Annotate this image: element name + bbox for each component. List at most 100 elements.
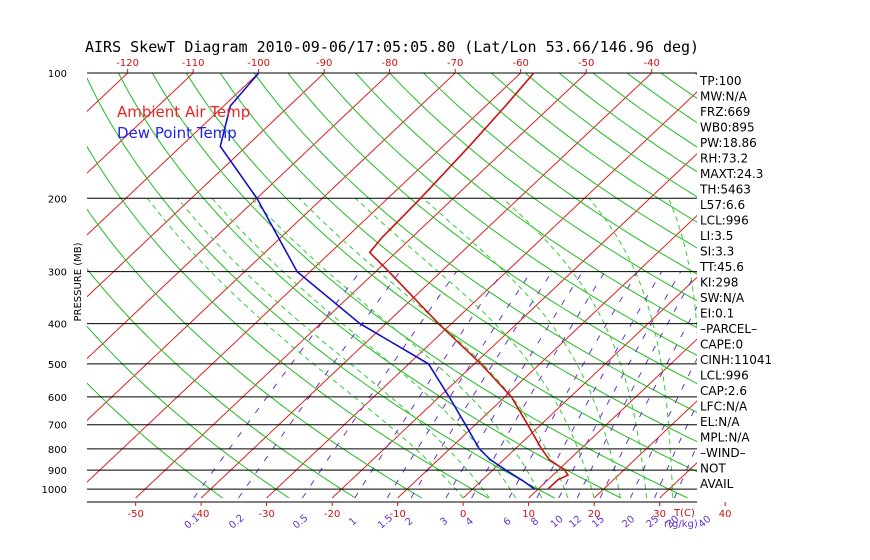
dry-adiabat-line bbox=[185, 73, 697, 473]
isotherm-line bbox=[87, 73, 456, 422]
profile-lines bbox=[219, 73, 570, 490]
mixing-ratio-line bbox=[471, 271, 606, 499]
mixing-ratio-line bbox=[193, 271, 361, 499]
dry-adiabat-line bbox=[253, 73, 697, 413]
pressure-tick-label: 300 bbox=[48, 268, 67, 279]
isotherm-line bbox=[87, 73, 129, 113]
mixing-ratio-tick-label: 20 bbox=[620, 514, 637, 531]
top-temp-tick-label: -100 bbox=[247, 58, 270, 69]
dry-adiabat-line bbox=[389, 73, 697, 302]
dry-adiabat-line bbox=[457, 73, 697, 249]
dry-adiabat-line bbox=[87, 382, 223, 499]
isotherm-line bbox=[331, 153, 697, 499]
bottom-temp-tick-label: 20 bbox=[588, 509, 601, 520]
mixing-ratio-tick-label: 0.5 bbox=[291, 513, 310, 532]
mixing-ratio-line bbox=[238, 271, 401, 499]
mixing-ratio-tick-label: 12 bbox=[567, 514, 584, 531]
mixing-ratio-line bbox=[386, 271, 532, 499]
top-temp-tick-label: -70 bbox=[447, 58, 463, 69]
index-label: MPL:N/A bbox=[700, 431, 750, 445]
isotherm-line bbox=[266, 91, 697, 499]
index-label: MAXT:24.3 bbox=[700, 167, 763, 181]
legend-dew-point-temp: Dew Point Temp bbox=[117, 124, 237, 142]
pressure-tick-label: 400 bbox=[48, 320, 67, 331]
index-label: TP:100 bbox=[699, 74, 742, 88]
pressure-tick-label: 900 bbox=[48, 466, 67, 477]
mixing-ratio-tick-label: 40 bbox=[697, 514, 714, 531]
legend: Ambient Air Temp Dew Point Temp bbox=[117, 103, 250, 142]
index-label: TH:5463 bbox=[699, 183, 751, 197]
mixing-ratio-tick-label: 2 bbox=[404, 516, 416, 529]
mixing-ratio-unit-label: r(g/kg) bbox=[664, 519, 698, 530]
index-label: AVAIL bbox=[700, 477, 734, 491]
dry-adiabat-line bbox=[321, 73, 697, 356]
pressure-tick-label: 1000 bbox=[42, 485, 67, 496]
pressure-tick-label: 800 bbox=[48, 445, 67, 456]
mixing-ratio-line bbox=[508, 271, 639, 499]
pressure-tick-label: 500 bbox=[48, 360, 67, 371]
bottom-temp-tick-label: -30 bbox=[258, 509, 274, 520]
dry-adiabat-line bbox=[423, 73, 697, 275]
moist-adiabat-line bbox=[177, 197, 490, 499]
index-label: SI:3.3 bbox=[700, 245, 734, 259]
index-label: PW:18.86 bbox=[700, 136, 757, 150]
isotherm-line bbox=[856, 73, 870, 498]
dry-adiabat-line bbox=[87, 77, 555, 499]
index-label: WB0:895 bbox=[700, 121, 755, 135]
index-label: NOT bbox=[700, 462, 726, 476]
isotherm-line bbox=[87, 73, 325, 298]
mixing-ratio-tick-label: 8 bbox=[529, 516, 541, 529]
pressure-tick-label: 100 bbox=[48, 69, 67, 80]
moist-adiabat-line bbox=[147, 197, 464, 499]
bottom-temp-tick-label: -40 bbox=[193, 509, 209, 520]
mixing-ratio-line bbox=[536, 271, 663, 499]
top-temp-tick-label: -120 bbox=[116, 58, 139, 69]
isotherm-line bbox=[791, 73, 870, 498]
dry-adiabat-line bbox=[355, 73, 697, 329]
index-label: EL:N/A bbox=[700, 415, 740, 429]
background-lines bbox=[0, 73, 870, 499]
top-temp-tick-label: -50 bbox=[578, 58, 594, 69]
dry-adiabat-line bbox=[830, 73, 870, 498]
bottom-temp-tick-label: 30 bbox=[653, 509, 666, 520]
dry-adiabat-line bbox=[151, 73, 688, 499]
dry-adiabat-line bbox=[87, 325, 290, 499]
y-axis-label: PRESSURE (MB) bbox=[73, 242, 84, 321]
bottom-temp-tick-label: 40 bbox=[719, 509, 732, 520]
isotherm-line bbox=[659, 462, 697, 499]
top-temp-tick-label: -90 bbox=[316, 58, 332, 69]
dew-point-temp-line bbox=[219, 73, 536, 490]
index-label: –PARCEL– bbox=[700, 322, 757, 336]
dry-adiabat-line bbox=[287, 73, 697, 385]
index-label: RH:73.2 bbox=[700, 152, 748, 166]
x-axis-label: T(C) bbox=[673, 508, 695, 519]
top-temp-tick-label: -110 bbox=[182, 58, 205, 69]
dry-adiabat-line bbox=[524, 73, 697, 198]
mixing-ratio-tick-label: 10 bbox=[549, 514, 566, 531]
moist-adiabat-line bbox=[298, 197, 569, 499]
mixing-ratio-line bbox=[445, 271, 584, 499]
isobar-lines bbox=[87, 72, 697, 503]
top-temp-tick-label: -40 bbox=[643, 58, 659, 69]
index-label: MW:N/A bbox=[700, 90, 748, 104]
mixing-ratio-tick-label: 6 bbox=[502, 516, 514, 529]
index-label: LI:3.5 bbox=[700, 229, 733, 243]
index-label: KI:298 bbox=[700, 276, 738, 290]
isotherm-line bbox=[593, 400, 697, 499]
isotherm-line bbox=[0, 73, 62, 498]
ambient-air-temp-line bbox=[368, 73, 570, 490]
pressure-tick-label: 700 bbox=[48, 421, 67, 432]
moist-adiabat-line bbox=[251, 197, 543, 499]
top-temp-tick-label: -80 bbox=[381, 58, 397, 69]
mixing-ratio-line bbox=[410, 271, 553, 499]
index-label: EI:0.1 bbox=[700, 307, 734, 321]
mixing-ratio-line bbox=[354, 271, 504, 499]
mixing-ratio-line bbox=[558, 271, 682, 499]
moist-adiabat-line bbox=[211, 197, 517, 499]
mixing-ratio-line bbox=[599, 305, 697, 499]
index-label: CAP:2.6 bbox=[700, 384, 747, 398]
moist-adiabat-line bbox=[588, 197, 674, 499]
bottom-temp-tick-label: -50 bbox=[127, 509, 143, 520]
